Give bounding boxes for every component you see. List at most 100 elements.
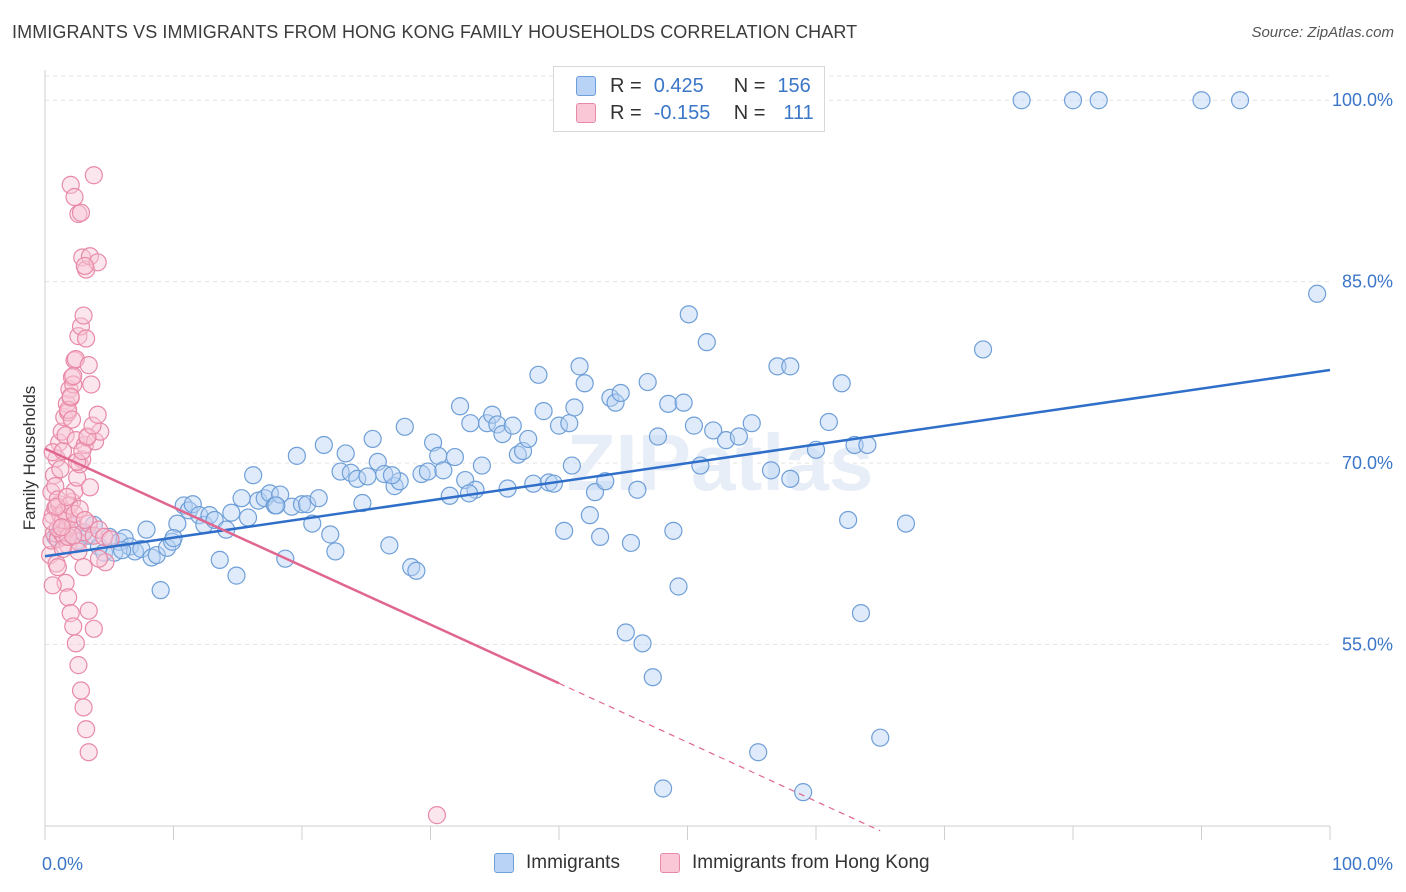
data-point [1012,91,1031,110]
data-point [519,429,538,449]
data-point [669,577,688,596]
data-point [137,520,156,539]
data-point [244,466,263,485]
data-point [151,581,170,600]
data-point [267,496,286,515]
data-point [309,489,328,508]
data-point [66,634,85,653]
data-point [616,623,635,642]
data-point [74,558,93,577]
data-point [77,720,96,739]
data-point [781,357,800,376]
data-point [794,783,813,802]
data-point [674,393,693,412]
data-point [232,489,251,508]
data-point [363,429,382,449]
data-point [51,460,70,479]
data-point [71,317,91,336]
data-point [62,410,82,429]
data-point [358,467,377,486]
r-value: -0.155 [653,101,711,124]
legend-item-hong-kong[interactable]: Immigrants from Hong Kong [660,852,930,874]
series-legend: Immigrants Immigrants from Hong Kong [0,852,1406,878]
data-point [292,495,312,514]
data-point [238,508,258,527]
data-point [68,468,87,487]
hong-kong-trend-line [44,447,560,685]
data-point [48,558,67,577]
immigrants-swatch [576,76,596,96]
data-point [183,495,202,514]
y-tick-label: 70.0% [1342,453,1393,473]
data-point [1192,91,1211,110]
data-point [43,576,62,595]
data-point [57,487,76,507]
data-point [575,374,594,393]
data-point [84,619,103,638]
data-point [472,456,491,475]
legend-label: Immigrants from Hong Kong [692,852,930,873]
n-label: N = [733,101,766,124]
data-point [385,477,404,496]
tick-labels: 55.0% 70.0% 85.0% 100.0% 0.0% 100.0% [42,90,1393,874]
data-point [168,514,187,533]
data-point [434,461,453,480]
data-point [1063,91,1083,110]
data-point [851,604,871,623]
y-tick-label: 55.0% [1342,635,1393,655]
data-point [591,527,610,547]
data-point [819,412,838,432]
data-point [461,414,480,433]
data-point [65,504,84,524]
hong-kong-points [41,166,447,825]
data-point [1308,284,1327,303]
y-tick-label: 100.0% [1332,90,1393,110]
trend-lines [44,368,1331,832]
data-point [513,441,533,461]
data-point [75,256,94,276]
data-point [839,510,858,530]
data-point [601,388,620,407]
chart-title: IMMIGRANTS VS IMMIGRANTS FROM HONG KONG … [12,22,858,42]
data-point [560,414,579,433]
data-point [71,203,91,222]
data-point [61,604,80,623]
data-point [418,462,438,481]
data-point [450,397,470,416]
data-point [298,495,317,514]
data-point [1089,91,1108,110]
data-point [65,187,84,207]
data-point [445,447,465,467]
data-point [628,480,647,499]
legend-item-immigrants[interactable]: Immigrants [494,852,620,874]
gridlines [45,75,1330,646]
data-point [648,427,668,446]
immigrants-trend-line [44,368,1331,558]
data-point [64,617,83,636]
data-point [679,305,698,324]
n-value: 111 [783,101,814,124]
stats-row-immigrants: R = 0.425 N = 156 [576,73,811,99]
y-tick-label: 85.0% [1342,272,1393,292]
immigrants-swatch [494,853,514,873]
data-point [534,402,553,421]
hong-kong-trend-extension [558,682,881,832]
data-point [70,499,89,519]
data-point [89,549,109,568]
data-point [395,417,414,436]
stats-row-hong-kong: R = -0.155 N = 111 [576,100,814,126]
data-point [222,503,241,522]
data-point [56,426,75,445]
data-point [210,550,229,569]
data-point [621,533,641,553]
data-point [227,566,246,585]
data-point [488,415,507,434]
data-point [75,510,94,530]
data-point [65,351,84,370]
data-point [704,421,723,440]
data-point [79,356,98,375]
data-point [580,506,599,525]
data-point [59,400,78,419]
data-point [61,387,80,406]
hong-kong-swatch [576,103,596,123]
